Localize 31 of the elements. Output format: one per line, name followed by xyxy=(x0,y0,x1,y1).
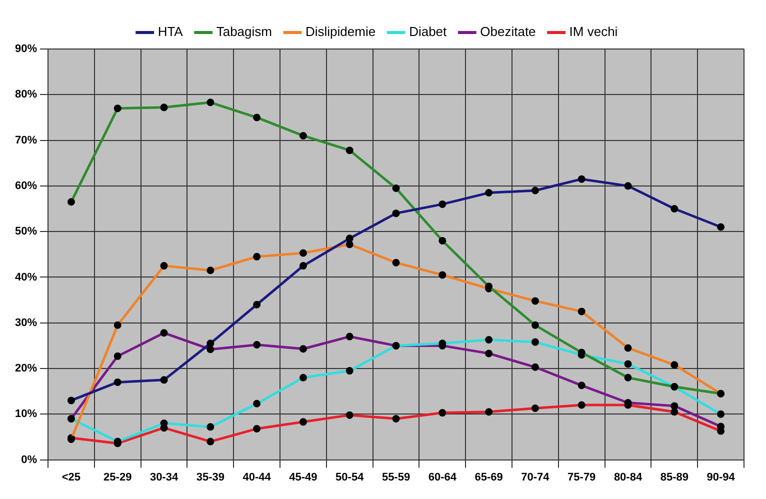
y-tick-label: 10% xyxy=(14,408,38,420)
x-tick-label: 70-74 xyxy=(521,471,550,484)
y-tick-label: 40% xyxy=(14,271,38,284)
y-tick-label: 80% xyxy=(14,88,38,101)
x-tick-label: 85-89 xyxy=(660,471,688,484)
y-tick-label: 50% xyxy=(14,226,38,238)
x-tick-label: 65-69 xyxy=(474,471,503,484)
legend-label: Obezitate xyxy=(480,24,536,40)
x-tick-label: 25-29 xyxy=(104,471,132,484)
x-tick-label: <25 xyxy=(62,471,81,484)
legend-label: Diabet xyxy=(409,24,448,40)
x-tick-label: 80-84 xyxy=(614,471,643,484)
y-tick-label: 90% xyxy=(14,43,38,56)
x-tick-label: 40-44 xyxy=(242,471,272,484)
y-tick-label: 60% xyxy=(14,180,38,192)
y-tick-label: 70% xyxy=(14,134,38,146)
x-tick-label: 60-64 xyxy=(428,471,458,484)
x-tick-label: 75-79 xyxy=(568,471,596,484)
y-tick-label: 20% xyxy=(14,362,38,375)
x-tick-label: 50-54 xyxy=(336,471,365,484)
legend-label: Dislipidemie xyxy=(305,24,376,40)
legend-label: IM vechi xyxy=(569,24,618,40)
y-tick-label: 0% xyxy=(21,454,38,466)
y-tick-label: 30% xyxy=(14,316,38,329)
x-tick-label: 45-49 xyxy=(289,471,318,484)
x-tick-label: 35-39 xyxy=(196,471,224,484)
x-tick-label: 30-34 xyxy=(150,471,179,484)
legend-label: Tabagism xyxy=(216,24,272,40)
x-tick-label: 90-94 xyxy=(706,471,736,484)
legend-label: HTA xyxy=(158,24,184,40)
x-tick-label: 55-59 xyxy=(382,471,410,484)
